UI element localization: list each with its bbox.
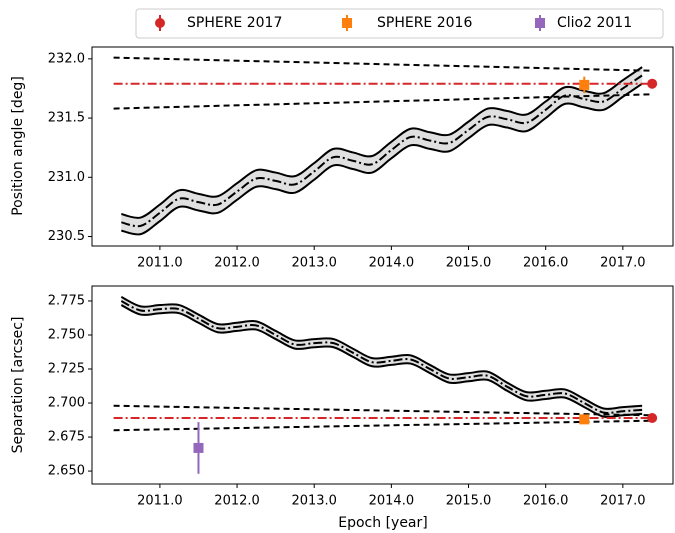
point-marker [535,18,545,28]
curve [121,66,643,219]
axes-frame [91,285,674,485]
point-marker [155,18,165,28]
point-marker [579,79,590,90]
y-axis-label: Separation [arcsec] [10,317,26,454]
guide-line [113,404,650,417]
y-tick-label: 2.700 [48,396,85,411]
y-tick-label: 230.5 [48,229,85,244]
x-tick-label: 2014.0 [369,494,415,509]
curve [120,300,643,414]
band-fill [121,296,643,418]
y-tick-label: 2.775 [48,293,85,308]
x-tick-label: 2012.0 [214,494,260,509]
axes-frame [91,46,674,247]
point-marker [647,413,658,423]
point-marker [193,442,204,453]
curve [121,74,643,228]
guide-line [113,419,650,432]
x-tick-label: 2016.0 [523,494,569,509]
x-tick-label: 2014.0 [369,256,415,271]
y-tick-label: 2.750 [48,327,85,342]
legend-box [135,8,664,39]
y-axis-label: Position angle [deg] [10,76,26,216]
x-tick-label: 2013.0 [291,256,337,271]
legend-label: SPHERE 2017 [187,15,282,31]
y-tick-label: 2.650 [48,464,85,479]
x-tick-label: 2017.0 [600,256,646,271]
x-tick-label: 2016.0 [523,256,569,271]
curve [120,295,643,410]
y-tick-label: 232.0 [48,51,85,66]
legend-label: SPHERE 2016 [377,15,472,31]
x-tick-label: 2011.0 [137,256,183,271]
y-tick-label: 2.725 [48,362,85,377]
y-tick-label: 2.675 [48,430,85,445]
x-tick-label: 2015.0 [446,494,492,509]
guide-line [113,56,650,72]
x-tick-label: 2012.0 [214,256,260,271]
y-tick-label: 231.0 [48,170,85,185]
curve [120,304,643,419]
x-tick-label: 2013.0 [291,494,337,509]
x-tick-label: 2011.0 [137,494,183,509]
x-tick-label: 2017.0 [600,494,646,509]
y-tick-label: 231.5 [48,111,85,126]
point-marker [579,414,590,425]
point-marker [647,78,658,89]
legend-label: Clio2 2011 [557,15,632,31]
point-marker [342,18,352,28]
curve [121,82,643,236]
x-tick-label: 2015.0 [446,256,492,271]
x-axis-label: Epoch [year] [338,515,427,531]
